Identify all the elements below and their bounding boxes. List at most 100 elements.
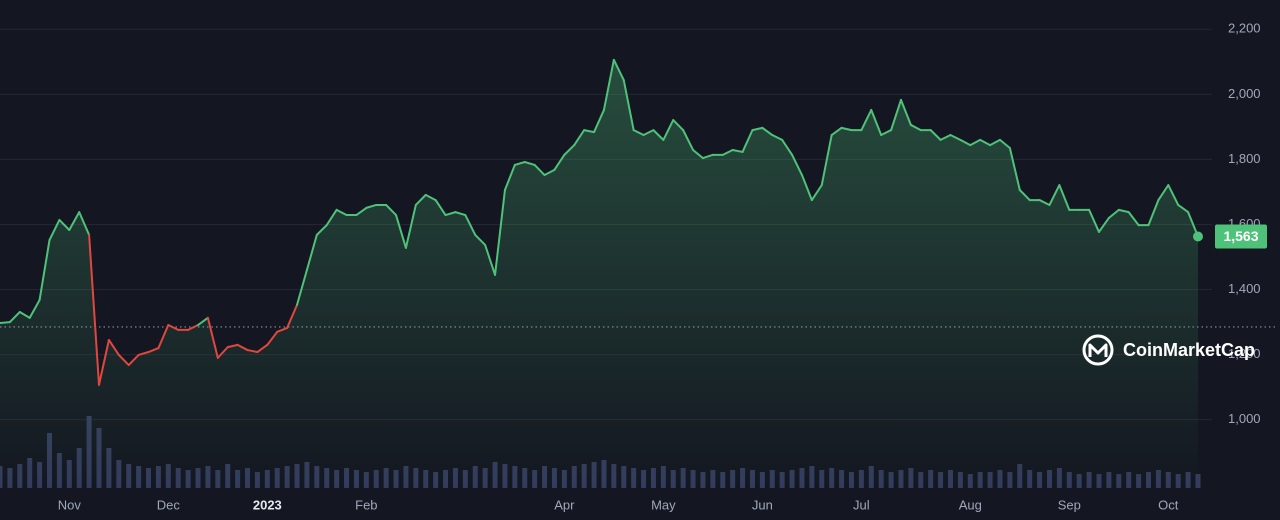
last-price: 1,563 (1193, 224, 1267, 249)
price-line-segment (771, 134, 784, 141)
price-line-segment (98, 338, 110, 386)
price-line-segment (256, 343, 269, 354)
x-tick-label: Dec (157, 497, 181, 512)
price-line-segment (434, 199, 447, 217)
price-line-segment (1038, 199, 1051, 206)
y-tick-label: 2,000 (1228, 86, 1261, 101)
price-line-segment (385, 203, 398, 217)
price-line-segment (602, 58, 615, 111)
price-line-segment (998, 138, 1011, 150)
price-line-segment (474, 233, 487, 246)
price-line-segment (731, 148, 744, 153)
price-line-segment (513, 161, 526, 166)
price-line-segment (959, 138, 972, 147)
price-line-segment (662, 119, 675, 141)
price-line-segment (197, 316, 209, 327)
price-line-segment (484, 243, 497, 276)
price-line-segment (424, 193, 437, 202)
x-tick-label: Feb (355, 497, 377, 512)
price-line-segment (612, 58, 625, 82)
price-line-segment (187, 324, 200, 331)
price-line-segment (979, 138, 992, 147)
price-line-segment (989, 138, 1001, 147)
price-line-segment (1157, 184, 1170, 202)
x-tick-label: Jul (853, 497, 870, 512)
price-line-segment (642, 129, 655, 137)
price-line-segment (1088, 208, 1100, 233)
y-tick-label: 1,400 (1228, 281, 1261, 296)
price-line-segment (622, 79, 635, 132)
x-tick-label: 2023 (253, 497, 282, 512)
price-line-segment (1107, 208, 1120, 219)
price-line-segment (741, 129, 754, 153)
price-line-segment (137, 351, 150, 356)
price-line-segment (28, 298, 41, 319)
price-line-segment (939, 134, 952, 141)
price-line-segment (335, 208, 348, 217)
price-line-segment (18, 310, 31, 319)
price-line-segment (266, 330, 279, 346)
price-line-segment (751, 126, 764, 132)
price-line-segment (404, 203, 417, 249)
price-line-segment (107, 338, 120, 356)
price-line-segment (226, 343, 239, 349)
x-tick-label: Oct (1158, 497, 1179, 512)
price-line-segment (830, 126, 843, 137)
price-line-segment (969, 138, 982, 147)
watermark-text: CoinMarketCap (1123, 340, 1255, 360)
price-line-segment (147, 347, 160, 354)
price-line-segment (276, 326, 289, 333)
price-line-segment (315, 224, 328, 236)
price-line-segment (216, 346, 229, 359)
price-line-segment (672, 119, 685, 132)
price-line-segment (296, 269, 308, 306)
price-area (0, 59, 1198, 489)
price-line-segment (860, 108, 873, 132)
x-tick-label: Aug (959, 497, 982, 512)
price-line-segment (820, 134, 833, 187)
price-line-segment (8, 310, 21, 324)
price-line-segment (1127, 211, 1140, 227)
x-tick-label: Apr (554, 497, 575, 512)
price-line-segment (573, 129, 586, 147)
price-line-segment (791, 153, 803, 177)
price-line-segment (58, 218, 71, 232)
watermark: CoinMarketCap (1082, 334, 1255, 366)
price-line-segment (781, 138, 794, 156)
price-line-segment (870, 108, 883, 137)
price-line-segment (157, 324, 170, 350)
price-line-segment (553, 153, 566, 171)
price-line-segment (840, 126, 853, 132)
x-tick-label: Sep (1058, 497, 1081, 512)
price-line-segment (206, 316, 219, 359)
price-line-segment (1117, 208, 1130, 214)
price-line-segment (761, 126, 774, 137)
price-line-segment (810, 184, 823, 202)
price-line-segment (127, 353, 140, 367)
price-line-segment (1058, 184, 1071, 211)
y-tick-label: 1,200 (1228, 346, 1261, 361)
price-line-segment (593, 108, 605, 134)
price-line-segment (167, 324, 180, 331)
price-line-segment (949, 134, 962, 141)
price-line-segment (1008, 147, 1021, 191)
y-tick-label: 1,000 (1228, 411, 1261, 426)
price-line-segment (1048, 184, 1061, 206)
x-tick-label: Jun (752, 497, 773, 512)
price-line-segment (692, 148, 704, 160)
x-tick-label: Nov (58, 497, 82, 512)
price-line-segment (543, 168, 556, 177)
price-line-segment (117, 353, 130, 367)
price-line-segment (325, 208, 338, 227)
price-line-segment (800, 174, 813, 202)
price-line-segment (464, 214, 477, 236)
price-line-segment (68, 211, 81, 232)
price-line-segment (909, 123, 922, 132)
price-line-segment (236, 343, 249, 352)
price-line-segment (1167, 184, 1180, 206)
price-line-segment (1177, 203, 1190, 214)
watermark-logo-m (1088, 343, 1108, 357)
